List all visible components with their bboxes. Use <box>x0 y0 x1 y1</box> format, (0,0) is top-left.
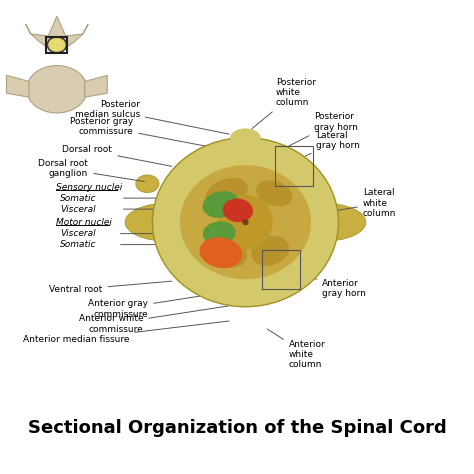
Text: Sensory nuclei: Sensory nuclei <box>56 182 122 191</box>
Text: Anterior median fissure: Anterior median fissure <box>23 321 229 344</box>
Ellipse shape <box>125 203 210 241</box>
Text: Sectional Organization of the Spinal Cord: Sectional Organization of the Spinal Cor… <box>27 419 447 437</box>
Ellipse shape <box>223 199 253 222</box>
Text: Posterior
white
column: Posterior white column <box>252 78 316 129</box>
Ellipse shape <box>256 181 292 207</box>
Ellipse shape <box>218 195 273 250</box>
Text: Somatic: Somatic <box>60 240 97 249</box>
Ellipse shape <box>243 219 248 225</box>
Polygon shape <box>7 75 29 97</box>
Polygon shape <box>26 16 88 52</box>
Text: Somatic: Somatic <box>60 193 97 202</box>
Text: Posterior gray
commissure: Posterior gray commissure <box>70 117 232 151</box>
Text: Anterior white
commissure: Anterior white commissure <box>79 306 229 334</box>
Text: Visceral: Visceral <box>60 205 96 214</box>
Ellipse shape <box>203 235 247 267</box>
Ellipse shape <box>47 37 66 53</box>
Text: Dorsal root: Dorsal root <box>63 146 172 166</box>
Ellipse shape <box>231 129 260 146</box>
Text: Anterior gray
commissure: Anterior gray commissure <box>88 292 229 319</box>
Text: Lateral
white
column: Lateral white column <box>338 188 396 218</box>
Text: Dorsal root
ganglion: Dorsal root ganglion <box>38 159 145 182</box>
Ellipse shape <box>27 65 87 113</box>
Ellipse shape <box>180 165 311 279</box>
Text: Motor nuclei: Motor nuclei <box>56 218 112 227</box>
Text: Anterior
white
column: Anterior white column <box>267 329 325 369</box>
Ellipse shape <box>282 203 366 241</box>
Ellipse shape <box>203 221 236 245</box>
Ellipse shape <box>205 178 248 209</box>
Text: Lateral
gray horn: Lateral gray horn <box>290 131 360 163</box>
Polygon shape <box>85 75 107 97</box>
Text: Ventral root: Ventral root <box>49 281 172 294</box>
Ellipse shape <box>202 191 239 218</box>
Ellipse shape <box>136 175 159 192</box>
Text: Anterior
gray horn: Anterior gray horn <box>294 272 366 298</box>
Ellipse shape <box>200 237 242 268</box>
Ellipse shape <box>153 137 338 307</box>
Ellipse shape <box>251 236 289 266</box>
Text: Visceral: Visceral <box>60 229 96 238</box>
Text: Posterior
gray horn: Posterior gray horn <box>289 112 358 146</box>
Text: Posterior
median sulcus: Posterior median sulcus <box>74 100 229 134</box>
